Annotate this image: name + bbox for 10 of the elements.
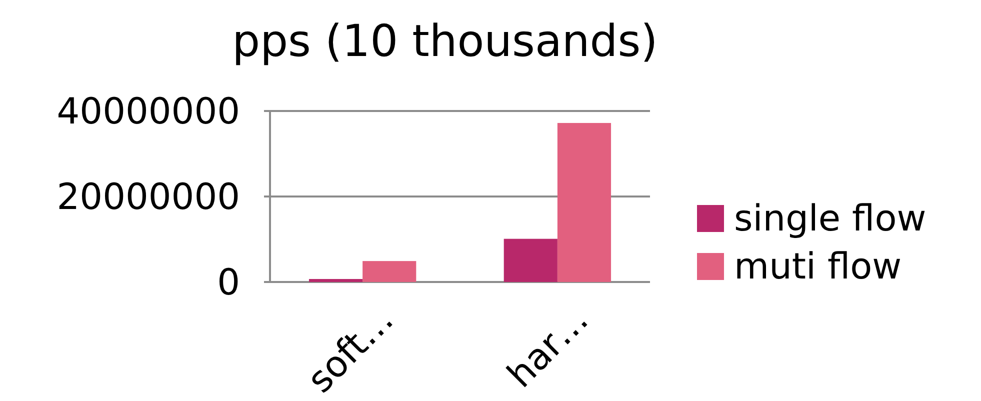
y-tick-label: 20000000 — [56, 177, 240, 218]
bar — [308, 279, 363, 282]
chart-title: pps (10 thousands) — [232, 16, 658, 67]
bar — [362, 261, 416, 282]
legend-label: single flow — [734, 198, 926, 240]
y-tick-label: 40000000 — [56, 92, 240, 133]
bar — [557, 122, 612, 282]
bar — [504, 238, 558, 282]
y-tick-label: 0 — [217, 262, 240, 304]
legend-label: muti flow — [734, 246, 902, 288]
